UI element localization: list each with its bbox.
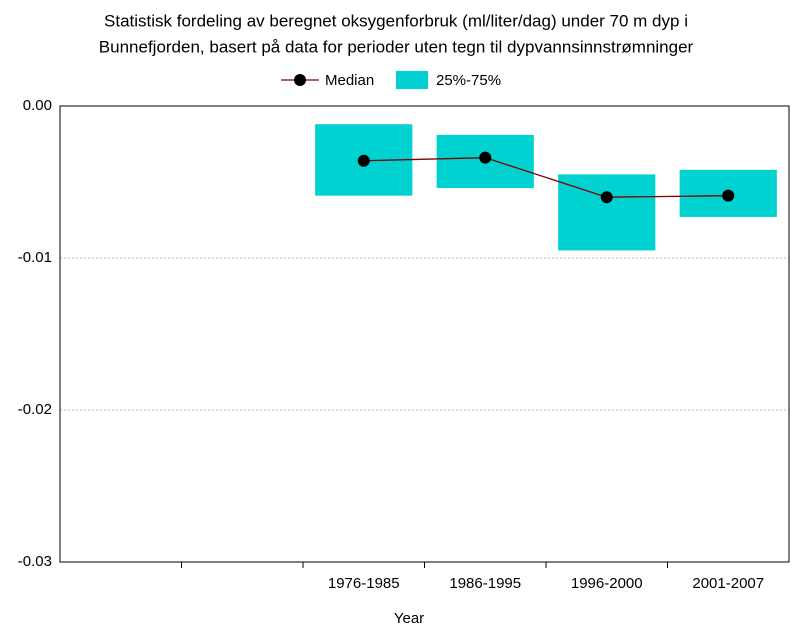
y-tick-label: 0.00 xyxy=(23,97,52,114)
x-tick-label: 1986-1995 xyxy=(449,575,521,592)
median-line xyxy=(363,157,729,198)
median-point xyxy=(357,154,370,167)
x-tick-label: 1996-2000 xyxy=(571,575,643,592)
median-point xyxy=(722,189,735,202)
y-tick-label: -0.02 xyxy=(18,401,52,418)
legend-marker xyxy=(294,74,306,86)
median-point xyxy=(600,191,613,204)
y-tick-label: -0.03 xyxy=(18,553,52,570)
x-tick-label: 2001-2007 xyxy=(692,575,764,592)
legend-swatch xyxy=(396,71,428,89)
median-point xyxy=(479,151,492,164)
chart-title: Bunnefjorden, basert på data for periode… xyxy=(99,37,694,56)
x-tick-label: 1976-1985 xyxy=(328,575,400,592)
y-tick-label: -0.01 xyxy=(18,249,52,266)
chart-title: Statistisk fordeling av beregnet oksygen… xyxy=(104,11,688,30)
legend-label: 25%-75% xyxy=(436,72,501,89)
legend-label: Median xyxy=(325,72,374,89)
x-axis-label: Year xyxy=(394,610,424,627)
